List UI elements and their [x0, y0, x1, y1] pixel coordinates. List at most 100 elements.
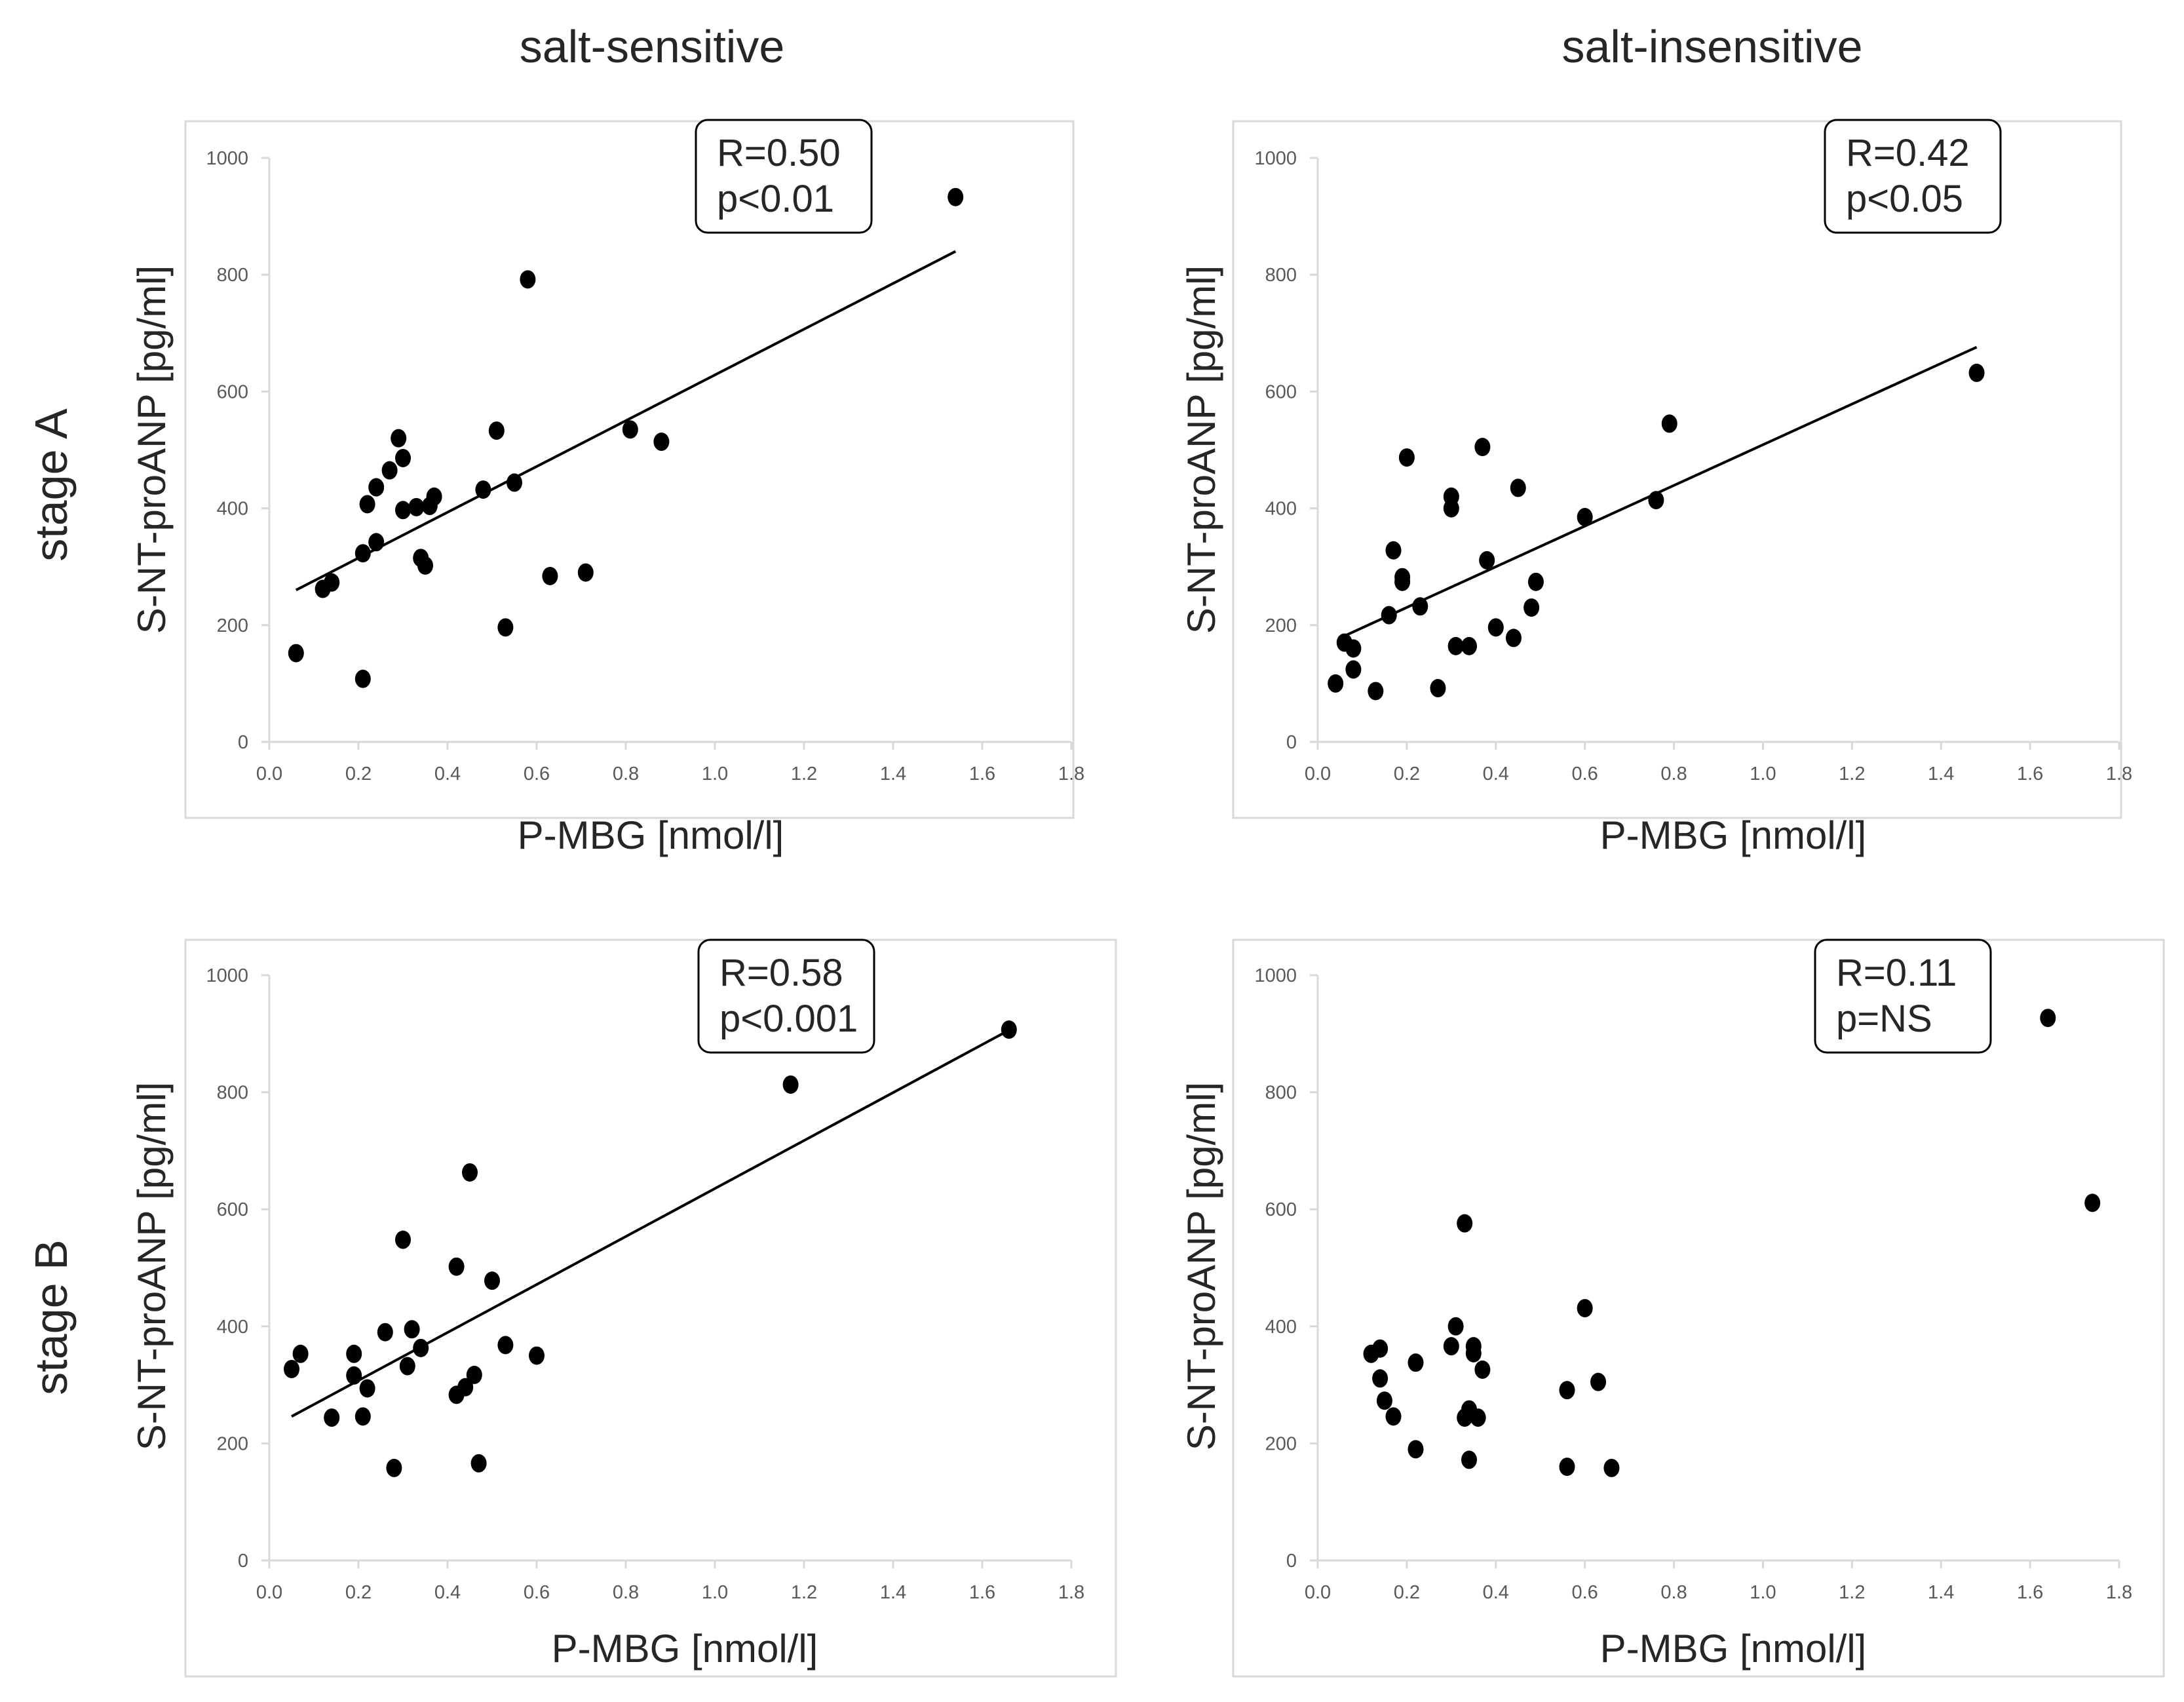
data-point [2040, 1009, 2056, 1028]
data-point [404, 1320, 420, 1339]
y-tick-label: 400 [217, 1317, 248, 1338]
data-point [1968, 363, 1985, 382]
data-point [413, 1338, 429, 1357]
y-tick-label: 600 [217, 1199, 248, 1220]
x-tick-label: 0.8 [1660, 1582, 1687, 1603]
x-tick-label: 1.4 [880, 1582, 906, 1603]
x-tick-label: 0.2 [345, 764, 372, 784]
y-tick-label: 0 [1286, 732, 1297, 753]
y-tick-label: 0 [238, 732, 248, 753]
y-tick-label: 800 [1265, 265, 1297, 286]
stats-p-value: p=NS [1836, 997, 1932, 1040]
data-point [1385, 541, 1402, 560]
stats-annotation: R=0.58p<0.001 [697, 938, 875, 1054]
x-tick-label: 1.2 [1839, 764, 1865, 784]
data-point [1408, 1353, 1424, 1372]
y-tick-label: 1000 [206, 965, 248, 986]
data-point [529, 1346, 545, 1365]
data-point [2084, 1193, 2101, 1212]
stats-annotation: R=0.50p<0.01 [695, 119, 873, 234]
data-point [377, 1323, 393, 1342]
data-point [395, 501, 411, 520]
x-tick-label: 1.6 [969, 764, 995, 784]
y-tick-label: 1000 [206, 148, 248, 169]
data-point [1461, 636, 1478, 655]
stats-r-value: R=0.11 [1836, 952, 1957, 994]
x-tick-label: 0.6 [524, 764, 550, 784]
data-point [448, 1257, 465, 1276]
data-point [1505, 629, 1522, 648]
x-tick-label: 1.4 [1928, 1582, 1954, 1603]
data-point [948, 187, 964, 206]
data-point [507, 473, 522, 492]
data-point [1470, 1408, 1486, 1427]
y-axis-label: S-NT-proANP [pg/ml] [130, 265, 174, 634]
data-point [354, 669, 371, 688]
data-point [359, 495, 375, 514]
data-point [354, 544, 371, 563]
x-tick-label: 1.6 [2017, 764, 2043, 784]
data-point [346, 1344, 362, 1363]
data-point [1457, 1214, 1473, 1233]
data-point [542, 566, 558, 585]
x-tick-label: 1.2 [1839, 1582, 1865, 1603]
stats-box [1824, 119, 2002, 234]
data-point [426, 487, 442, 506]
data-point [457, 1378, 474, 1397]
y-axis-label: S-NT-proANP [pg/ml] [1179, 1082, 1223, 1450]
data-point [782, 1075, 799, 1094]
x-axis-label: P-MBG [nmol/l] [1600, 813, 1867, 857]
data-point [1465, 1337, 1482, 1356]
data-point [292, 1344, 309, 1363]
y-axis-label: S-NT-proANP [pg/ml] [130, 1082, 174, 1450]
chart-frame [184, 120, 1075, 819]
x-tick-label: 1.4 [880, 764, 906, 784]
x-tick-label: 0.8 [1660, 764, 1687, 784]
y-tick-label: 200 [217, 1433, 248, 1454]
data-point [399, 1357, 415, 1376]
trendline [291, 1029, 1010, 1418]
data-point [1001, 1020, 1017, 1039]
chart-panel-2: 0.0 0.2 0.4 0.6 0.8 1.0 1.2 1.4 1.6 1.8 0 200 400 600… [1179, 119, 2132, 857]
data-point [1559, 1381, 1575, 1400]
stats-p-value: p<0.01 [717, 178, 834, 220]
data-point [488, 421, 505, 440]
data-point [1408, 1440, 1424, 1459]
stats-r-value: R=0.42 [1846, 132, 1970, 174]
data-point [497, 1336, 514, 1355]
y-tick-label: 200 [1265, 1433, 1297, 1454]
stats-annotation: R=0.42p<0.05 [1824, 119, 2002, 234]
data-point [1474, 438, 1491, 457]
y-tick-label: 400 [1265, 1317, 1297, 1338]
x-axis-label: P-MBG [nmol/l] [518, 813, 784, 857]
chart-frame [1232, 938, 2165, 1678]
chart-frame [1232, 120, 2122, 819]
data-point [1372, 1369, 1389, 1388]
data-point [1398, 448, 1415, 467]
data-point [1443, 1337, 1459, 1356]
x-tick-label: 1.8 [2106, 764, 2132, 784]
x-tick-label: 0.4 [1483, 1582, 1509, 1603]
x-tick-label: 0.0 [256, 764, 282, 784]
y-tick-label: 800 [217, 1083, 248, 1104]
data-point [1385, 1407, 1402, 1426]
row-title-stage-a: stage A [26, 408, 77, 562]
data-point [408, 497, 425, 516]
stats-p-value: p<0.05 [1846, 178, 1963, 220]
y-tick-label: 200 [217, 615, 248, 636]
data-point [368, 533, 385, 552]
stats-box [695, 119, 873, 234]
data-point [386, 1458, 402, 1477]
y-tick-label: 200 [1265, 615, 1297, 636]
x-tick-label: 0.0 [256, 1582, 282, 1603]
data-point [1523, 598, 1540, 617]
x-tick-label: 0.8 [613, 764, 639, 784]
data-point [324, 573, 340, 592]
data-point [381, 461, 398, 480]
x-tick-label: 0.6 [1572, 1582, 1598, 1603]
data-point [1603, 1458, 1620, 1477]
x-axis-label: P-MBG [nmol/l] [1600, 1627, 1867, 1671]
data-point [484, 1271, 500, 1290]
y-tick-label: 800 [217, 265, 248, 286]
